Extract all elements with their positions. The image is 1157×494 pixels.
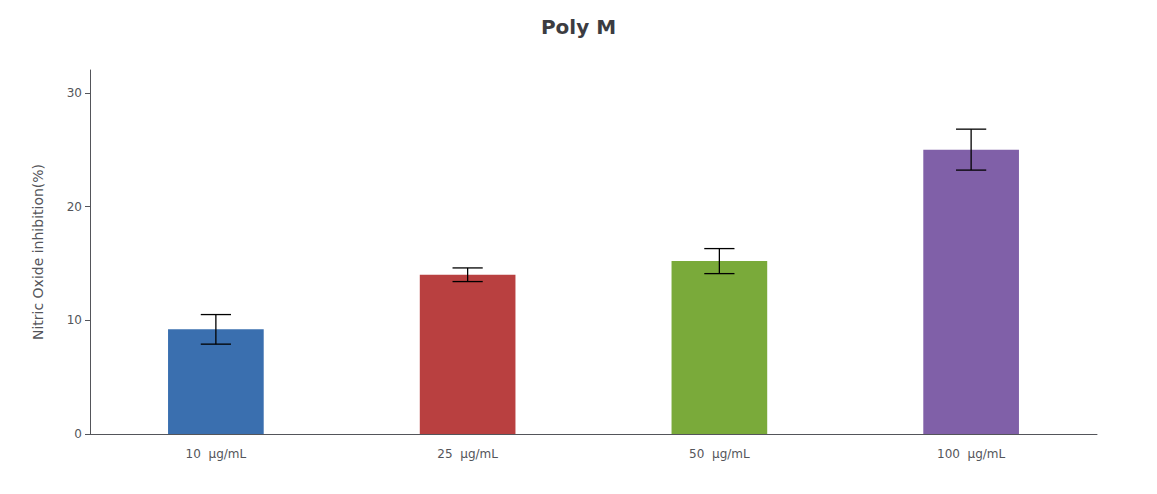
svg-text:50 μg/mL: 50 μg/mL <box>689 447 750 461</box>
svg-text:30: 30 <box>67 86 82 100</box>
svg-text:Nitric Oxide inhibition(%): Nitric Oxide inhibition(%) <box>30 164 46 340</box>
svg-text:Poly M: Poly M <box>541 15 616 39</box>
svg-text:20: 20 <box>67 200 82 214</box>
svg-text:25 μg/mL: 25 μg/mL <box>437 447 498 461</box>
svg-text:10: 10 <box>67 313 82 327</box>
svg-text:10 μg/mL: 10 μg/mL <box>186 447 247 461</box>
svg-text:0: 0 <box>74 427 82 441</box>
svg-text:100 μg/mL: 100 μg/mL <box>937 447 1006 461</box>
